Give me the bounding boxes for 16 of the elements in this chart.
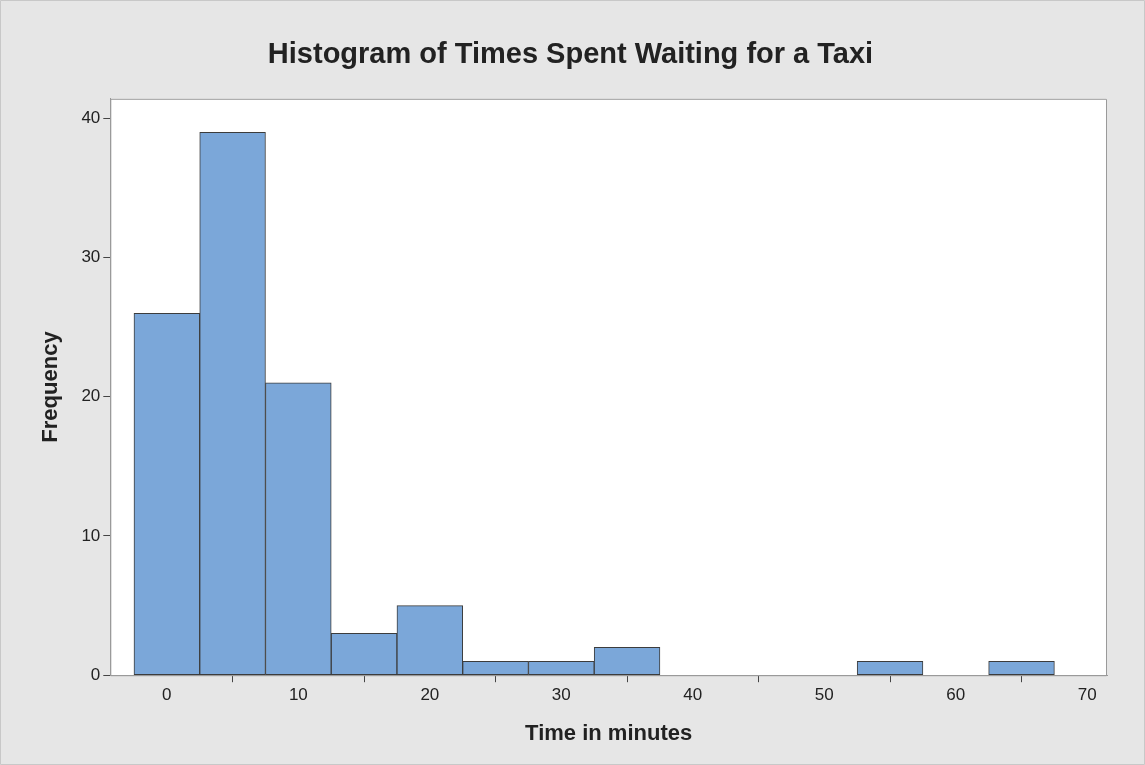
x-tick-label: 10 <box>288 685 308 705</box>
y-tick-label: 10 <box>81 525 101 545</box>
y-tick-label: 30 <box>81 247 101 267</box>
y-tick-label: 20 <box>81 386 101 406</box>
chart-title: Histogram of Times Spent Waiting for a Taxi <box>267 37 874 70</box>
x-tick-label: 60 <box>946 685 966 705</box>
y-axis-title: Frequency <box>37 330 63 443</box>
x-tick-label: 50 <box>814 685 834 705</box>
x-tick-label: 0 <box>162 685 172 705</box>
x-tick-label: 40 <box>683 685 703 705</box>
y-tick-label: 0 <box>90 664 101 684</box>
x-tick-label: 20 <box>420 685 440 705</box>
y-tick-label: 40 <box>81 107 101 127</box>
x-tick-label: 30 <box>551 685 571 705</box>
x-tick-label: 70 <box>1077 685 1097 705</box>
x-axis-title: Time in minutes <box>525 719 693 745</box>
